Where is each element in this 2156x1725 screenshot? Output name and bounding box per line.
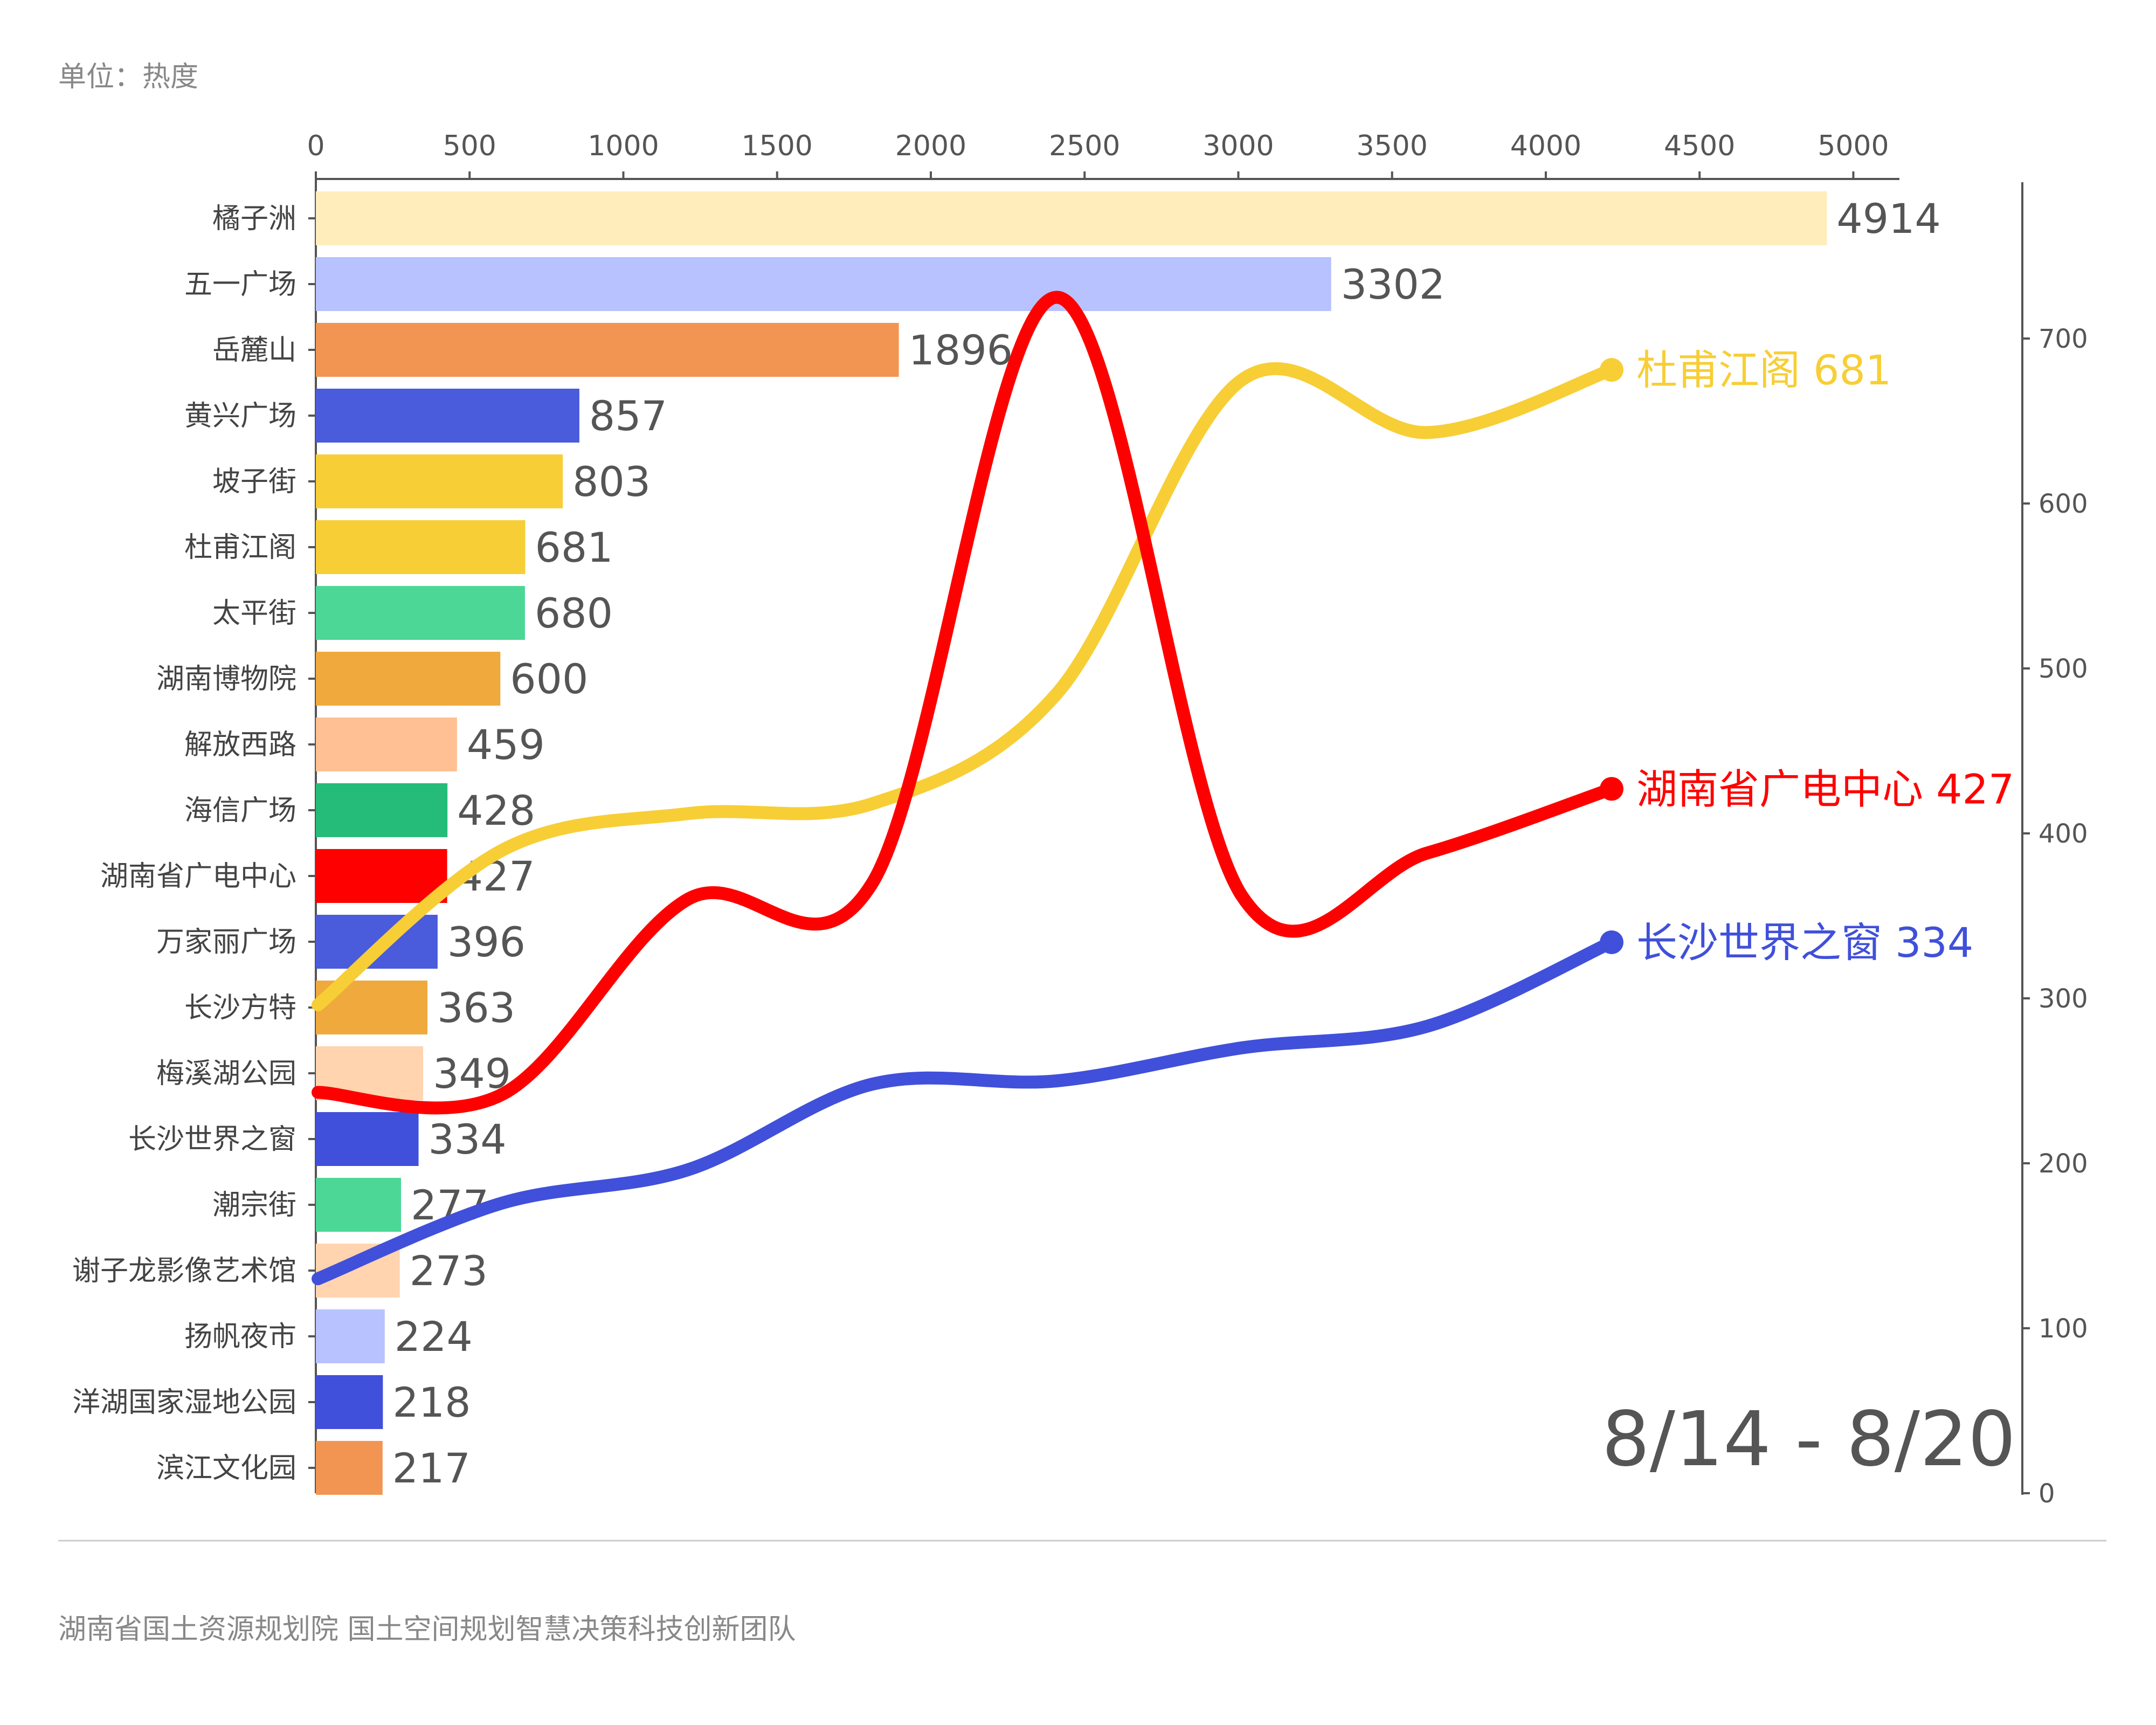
bar-value-label: 273 — [410, 1247, 488, 1295]
right-y-tick-label: 300 — [2038, 984, 2088, 1014]
date-range-label: 8/14 - 8/20 — [1602, 1396, 2016, 1484]
category-label: 橘子洲 — [212, 203, 296, 235]
bar-value-label: 3302 — [1341, 260, 1445, 308]
footer-credit: 湖南省国土资源规划院 国土空间规划智慧决策科技创新团队 — [58, 1613, 796, 1646]
category-label: 坡子街 — [212, 466, 296, 498]
right-y-tick-label: 500 — [2038, 654, 2088, 684]
category-label: 黄兴广场 — [184, 400, 296, 432]
x-tick-label: 3000 — [1203, 130, 1274, 162]
category-label: 湖南博物院 — [156, 663, 296, 695]
x-tick-label: 0 — [307, 130, 324, 162]
bar-value-label: 363 — [437, 984, 515, 1032]
bar — [316, 783, 448, 837]
bar — [316, 849, 447, 903]
bar — [316, 717, 457, 771]
x-tick-label: 4500 — [1664, 130, 1735, 162]
bar — [316, 257, 1331, 311]
bar-value-label: 1896 — [909, 326, 1013, 374]
category-label: 万家丽广场 — [156, 926, 296, 958]
right-y-tick-label: 0 — [2038, 1479, 2055, 1509]
bar-value-label: 803 — [572, 458, 651, 506]
bar-value-label: 428 — [457, 786, 535, 834]
right-y-tick-label: 200 — [2038, 1149, 2088, 1179]
bar — [316, 389, 579, 443]
x-tick-label: 500 — [443, 130, 496, 162]
bar-value-label: 681 — [535, 523, 613, 571]
x-tick-label: 3500 — [1357, 130, 1428, 162]
category-label: 洋湖国家湿地公园 — [72, 1386, 296, 1419]
bar — [316, 454, 563, 508]
unit-label: 单位：热度 — [58, 61, 198, 93]
bar — [316, 323, 899, 377]
category-label: 长沙方特 — [184, 992, 296, 1024]
x-tick-label: 1500 — [742, 130, 813, 162]
x-ticks: 0 500 1000 1500 2000 2500 3000 3500 4000 4500 5000 — [307, 130, 1889, 179]
category-label: 扬帆夜市 — [184, 1321, 296, 1353]
category-label: 杜甫江阁 — [184, 532, 296, 564]
bar — [316, 1309, 385, 1363]
x-tick-label: 1000 — [588, 130, 659, 162]
bar-value-label: 459 — [467, 721, 545, 769]
bar-value-label: 4914 — [1836, 195, 1940, 243]
right-y-tick-label: 100 — [2038, 1314, 2088, 1344]
series-line — [312, 362, 1618, 1012]
bar — [316, 520, 526, 574]
right-y-tick-label: 400 — [2038, 819, 2088, 849]
series-label: 湖南省广电中心 427 — [1636, 765, 2014, 813]
bar-value-label: 217 — [392, 1444, 471, 1492]
series-end-marker — [1600, 930, 1623, 954]
bar-value-label: 396 — [447, 918, 526, 966]
series-line — [312, 291, 1618, 1115]
category-label: 湖南省广电中心 — [100, 860, 296, 893]
x-tick-label: 5000 — [1818, 130, 1889, 162]
right-y-ticks: 0 100 200 300 400 500 600 700 — [2022, 324, 2088, 1509]
right-y-tick-label: 700 — [2038, 324, 2088, 354]
bar — [316, 191, 1827, 245]
category-label: 长沙世界之窗 — [128, 1123, 296, 1156]
bar-value-label: 680 — [535, 589, 613, 637]
bar-value-label: 334 — [429, 1115, 507, 1163]
bar — [316, 1441, 383, 1495]
bar — [316, 1375, 383, 1429]
bar — [316, 652, 501, 706]
category-label: 谢子龙影像艺术馆 — [72, 1255, 296, 1287]
series-line — [312, 936, 1618, 1286]
bar-value-label: 218 — [392, 1378, 471, 1426]
x-tick-label: 2000 — [895, 130, 966, 162]
x-tick-label: 2500 — [1049, 130, 1120, 162]
category-label: 岳麓山 — [212, 334, 296, 367]
line-series: 杜甫江阁 681 湖南省广电中心 427 长沙世界之窗 334 — [312, 291, 2014, 1286]
bar-value-label: 600 — [510, 655, 588, 703]
category-label: 五一广场 — [184, 268, 296, 301]
series-end-marker — [1600, 358, 1623, 382]
bar — [316, 586, 525, 640]
category-label: 潮宗街 — [212, 1189, 296, 1222]
bar-value-label: 857 — [589, 392, 667, 440]
category-label: 解放西路 — [184, 729, 296, 761]
series-end-marker — [1600, 777, 1623, 801]
right-y-axis: 0 100 200 300 400 500 600 700 — [2021, 182, 2088, 1509]
right-y-tick-label: 600 — [2038, 489, 2088, 519]
series-label: 长沙世界之窗 334 — [1636, 919, 1973, 967]
x-axis: 0 500 1000 1500 2000 2500 3000 3500 4000 4500 5000 — [307, 130, 1899, 180]
category-label: 梅溪湖公园 — [156, 1058, 296, 1090]
bar — [316, 1112, 419, 1166]
series-label: 杜甫江阁 681 — [1636, 346, 1891, 394]
bar-value-label: 224 — [395, 1313, 473, 1361]
x-tick-label: 4000 — [1510, 130, 1581, 162]
bar-series: 橘子洲 4914 五一广场 3302 岳麓山 1896 黄兴广场 857 坡子街 803 杜甫江阁 6… — [72, 191, 1941, 1495]
category-label: 海信广场 — [184, 795, 296, 827]
category-label: 滨江文化园 — [156, 1452, 296, 1485]
category-label: 太平街 — [212, 597, 296, 630]
bar — [316, 1178, 402, 1232]
